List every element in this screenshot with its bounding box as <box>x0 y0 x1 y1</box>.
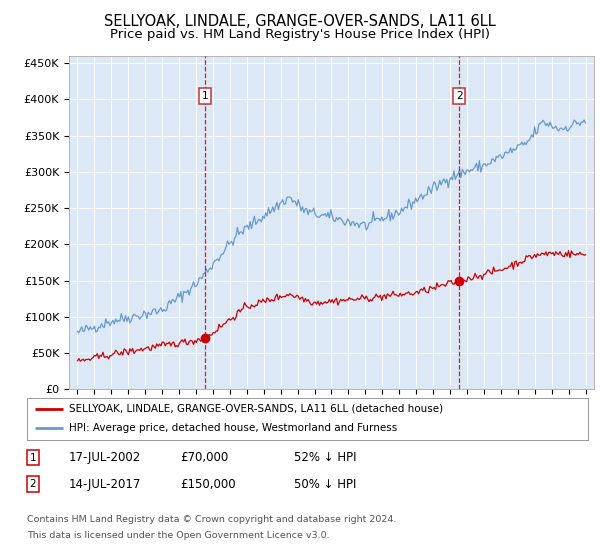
Text: 14-JUL-2017: 14-JUL-2017 <box>69 478 142 491</box>
Text: This data is licensed under the Open Government Licence v3.0.: This data is licensed under the Open Gov… <box>27 531 329 540</box>
Text: 1: 1 <box>29 452 37 463</box>
Text: SELLYOAK, LINDALE, GRANGE-OVER-SANDS, LA11 6LL (detached house): SELLYOAK, LINDALE, GRANGE-OVER-SANDS, LA… <box>69 404 443 414</box>
Text: 52% ↓ HPI: 52% ↓ HPI <box>294 451 356 464</box>
Text: £150,000: £150,000 <box>180 478 236 491</box>
Text: 2: 2 <box>456 91 463 101</box>
Text: 50% ↓ HPI: 50% ↓ HPI <box>294 478 356 491</box>
Text: 17-JUL-2002: 17-JUL-2002 <box>69 451 141 464</box>
Text: Contains HM Land Registry data © Crown copyright and database right 2024.: Contains HM Land Registry data © Crown c… <box>27 515 397 524</box>
Text: Price paid vs. HM Land Registry's House Price Index (HPI): Price paid vs. HM Land Registry's House … <box>110 28 490 41</box>
Text: HPI: Average price, detached house, Westmorland and Furness: HPI: Average price, detached house, West… <box>69 423 397 433</box>
Text: £70,000: £70,000 <box>180 451 228 464</box>
Text: 2: 2 <box>29 479 37 489</box>
Text: SELLYOAK, LINDALE, GRANGE-OVER-SANDS, LA11 6LL: SELLYOAK, LINDALE, GRANGE-OVER-SANDS, LA… <box>104 14 496 29</box>
Text: 1: 1 <box>202 91 208 101</box>
